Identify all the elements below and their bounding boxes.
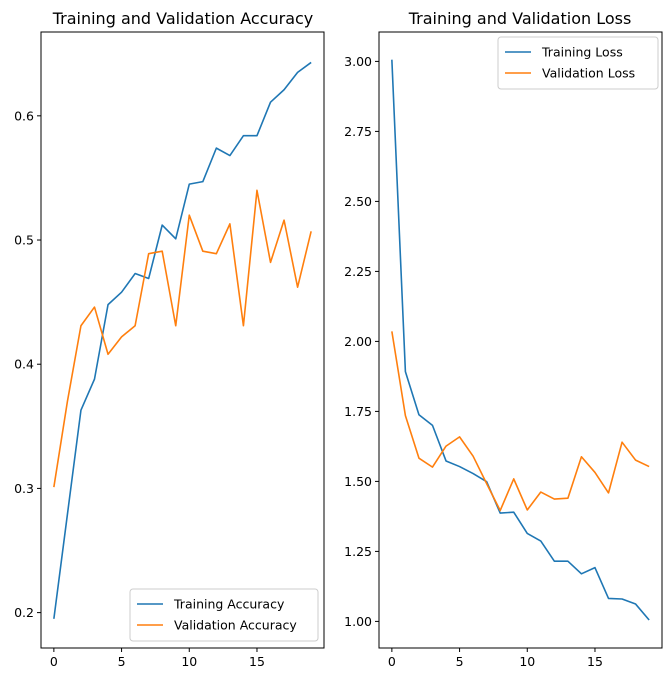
loss-y-tick-label: 3.00: [344, 54, 372, 69]
accuracy-series-line-0: [53, 61, 312, 619]
loss-x-tick-label: 5: [456, 654, 464, 669]
accuracy-ticks: 0 5 10 15 0.2 0.3 0.4 0.5 0.6: [14, 108, 265, 669]
loss-y-tick-label: 2.50: [344, 194, 372, 209]
loss-x-tick-label: 0: [388, 654, 396, 669]
loss-y-tick-label: 2.25: [344, 264, 372, 279]
loss-chart: Training and Validation Loss 0 5 10 15 1.00 1…: [344, 9, 663, 669]
accuracy-legend-label-0: Training Accuracy: [173, 597, 285, 612]
accuracy-chart: Training and Validation Accuracy 0 5 10 150…: [14, 9, 325, 669]
accuracy-legend-box: [129, 588, 319, 642]
accuracy-y-tick-label: 0.6: [14, 108, 34, 123]
accuracy-series-line-1: [53, 189, 312, 488]
loss-series-lines: [391, 59, 650, 621]
loss-ticks: 0 5 10 15 1.00 1.25 1.50 1.75 2.00 2.25 2.50 2.75 3.…: [344, 54, 603, 669]
accuracy-y-tick-label: 0.3: [14, 481, 34, 496]
loss-y-tick-label: 1.25: [344, 544, 372, 559]
loss-legend-label-1: Validation Loss: [542, 66, 635, 81]
accuracy-x-tick-label: 0: [50, 654, 58, 669]
loss-y-tick-label: 1.00: [344, 614, 372, 629]
loss-x-tick-label: 10: [519, 654, 535, 669]
loss-y-tick-label: 1.75: [344, 404, 372, 419]
loss-chart-title: Training and Validation Loss: [408, 9, 632, 28]
loss-x-tick-label: 15: [587, 654, 603, 669]
accuracy-y-tick-label: 0.5: [14, 233, 34, 248]
loss-y-tick-label: 1.50: [344, 474, 372, 489]
loss-series-line-1: [391, 331, 650, 512]
loss-series-line-0: [391, 59, 650, 621]
accuracy-y-tick-label: 0.4: [14, 357, 34, 372]
accuracy-legend: Training Accuracy Validation Accuracy: [129, 588, 319, 642]
loss-legend-label-0: Training Loss: [541, 45, 623, 60]
accuracy-x-tick-label: 10: [181, 654, 197, 669]
accuracy-series-lines: [53, 61, 312, 619]
loss-legend: Training Loss Validation Loss: [497, 36, 659, 90]
loss-y-tick-label: 2.00: [344, 334, 372, 349]
accuracy-x-tick-label: 15: [249, 654, 265, 669]
accuracy-chart-title: Training and Validation Accuracy: [52, 9, 314, 28]
loss-plot-area: [378, 31, 663, 649]
accuracy-legend-label-1: Validation Accuracy: [174, 618, 297, 633]
accuracy-y-tick-label: 0.2: [14, 605, 34, 620]
accuracy-x-tick-label: 5: [118, 654, 126, 669]
accuracy-plot-area: [40, 31, 325, 649]
loss-legend-box: [497, 36, 659, 90]
loss-y-tick-label: 2.75: [344, 124, 372, 139]
